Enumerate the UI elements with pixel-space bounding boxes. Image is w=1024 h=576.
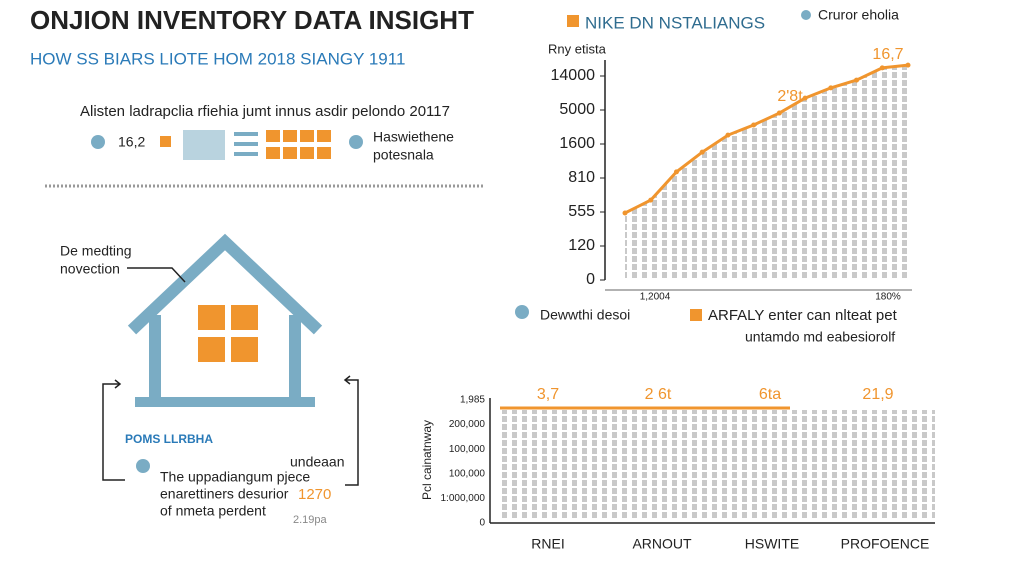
lines-icon <box>234 132 258 156</box>
title: ONJION INVENTORY DATA INSIGHT <box>30 5 474 35</box>
point <box>905 62 911 68</box>
x-tick-label: PROFOENCE <box>841 536 930 552</box>
y-tick-label: 0 <box>479 518 485 529</box>
point <box>879 65 885 71</box>
y-tick-label: 100,000 <box>449 468 486 479</box>
y-tick-label: 14000 <box>551 67 596 84</box>
area <box>625 65 908 281</box>
icon <box>515 305 529 319</box>
x-tick-label: 1,2004 <box>640 292 671 303</box>
point <box>854 77 860 83</box>
point <box>776 110 782 116</box>
x-tick-label: RNEI <box>531 536 564 552</box>
legend-swatch <box>690 309 702 321</box>
point <box>622 210 628 216</box>
flow-footnote: 2.19pa <box>293 514 328 526</box>
top-label: 3,7 <box>537 386 559 403</box>
point <box>673 169 679 175</box>
grid-icon <box>183 130 225 160</box>
y-tick-label: 810 <box>568 169 595 186</box>
flow-label: POMS LLRBHA <box>125 432 213 446</box>
y-tick-label: 1:000,000 <box>441 493 486 504</box>
top-label: 6ta <box>759 386 781 403</box>
y-tick-label: 1,985 <box>460 395 485 406</box>
y-tick-label: 5000 <box>559 101 595 118</box>
stat: 16,2 <box>118 134 145 150</box>
icon <box>91 135 105 149</box>
icon <box>801 10 811 20</box>
y-tick-label: 0 <box>586 271 595 288</box>
legend-entry: ARFALY enter can nlteat pet <box>708 307 898 324</box>
x-tick-label: 180% <box>875 292 901 303</box>
house <box>127 233 323 407</box>
x-tick-label: HSWITE <box>745 536 799 552</box>
y-axis-label: Pcl cainatnway <box>420 420 434 500</box>
y-tick-label: 1600 <box>559 135 595 152</box>
legend-swatch <box>567 15 579 27</box>
legend-entry: Dewwthi desoi <box>540 307 630 323</box>
top-label: 21,9 <box>862 386 893 403</box>
orange-grid-icon <box>266 130 331 159</box>
point <box>648 197 654 203</box>
stripes <box>500 410 935 520</box>
point <box>751 122 757 128</box>
icon <box>349 135 363 149</box>
note-line: Haswiethene <box>373 129 454 145</box>
intro: Alisten ladrapclia rfiehia jumt innus as… <box>80 103 450 120</box>
house-window <box>198 305 258 362</box>
subtitle: HOW SS BIARS LIOTE HOM 2018 SIANGY 1911 <box>30 49 405 68</box>
annotation: 16,7 <box>872 46 903 63</box>
flow-number: 1270 <box>298 486 331 503</box>
line-chart: 0 120 555 810 1600 5000 14000 1,2004 180% 2'8t 16,… <box>551 46 911 303</box>
callout: novection <box>60 261 120 277</box>
point <box>699 149 705 155</box>
icon <box>136 459 150 473</box>
point <box>828 85 834 91</box>
icon <box>160 136 171 147</box>
note-line: potesnala <box>373 147 434 163</box>
y-tick-label: 555 <box>568 203 595 220</box>
flow-line: of nmeta perdent <box>160 503 266 519</box>
y-tick-label: 120 <box>568 237 595 254</box>
flow-line: The uppadiangum pjece <box>160 469 310 485</box>
corner-text: Cruror eholia <box>818 7 899 23</box>
y-tick-label: 100,000 <box>449 444 486 455</box>
annotation: 2'8t <box>777 88 803 105</box>
flow-line: enarettiners desurior <box>160 486 289 502</box>
callout-line <box>127 267 186 283</box>
callout: De medting <box>60 243 132 259</box>
top-label: 2 6t <box>645 386 672 403</box>
x-tick-label: ARNOUT <box>632 536 692 552</box>
flow-side: undeaan <box>290 454 345 470</box>
line <box>624 63 909 215</box>
flow-arrows <box>102 375 359 486</box>
point <box>725 132 731 138</box>
bottom-labels: 1,985 200,000 100,000 100,000 1:000,000 0 3,7 2… <box>441 386 930 551</box>
y-tick-label: 200,000 <box>449 419 486 430</box>
y-axis-label: Rny etista <box>548 41 607 56</box>
legend-text: NIKE DN NSTALIANGS <box>585 13 765 32</box>
legend-entry: untamdo md eabesiorolf <box>745 329 895 345</box>
point <box>802 95 808 101</box>
